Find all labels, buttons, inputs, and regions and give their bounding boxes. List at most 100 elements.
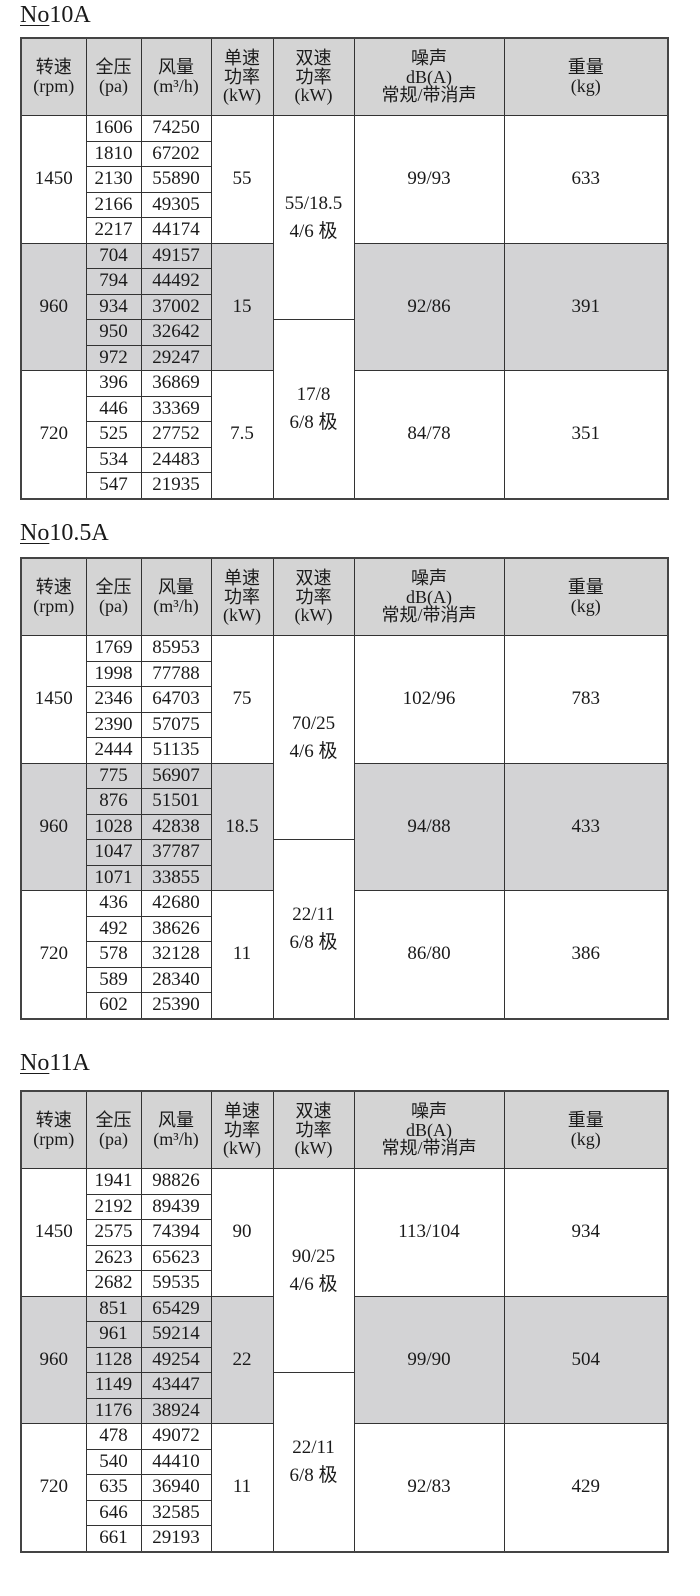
airflow-cell: 67202: [140, 140, 212, 167]
single-speed-power-cell: 7.5: [210, 370, 274, 499]
airflow-cell: 65623: [140, 1244, 212, 1271]
weight-cell: 429: [503, 1423, 669, 1552]
table-row: 950 32642 17/8 6/8 极: [21, 319, 668, 499]
table-row: 2130 55890: [21, 166, 668, 193]
single-speed-power-cell: 15: [210, 242, 274, 371]
single-speed-power-cell: 90: [210, 1168, 274, 1297]
table-title: No11A: [20, 1050, 90, 1077]
column-header: 单速 功率 (kW): [210, 37, 274, 116]
pressure-cell: 2217: [85, 217, 142, 244]
table-row: 961 59214: [21, 1321, 668, 1348]
airflow-cell: 98826: [140, 1168, 212, 1195]
dual-speed-power-cell: 22/11 6/8 极: [272, 839, 355, 1019]
column-header: 重量 (kg): [503, 37, 669, 116]
airflow-cell: 55890: [140, 166, 212, 193]
table-row: 1450 1606 74250 55 55/18.5 4/6 极 99/93 633: [20, 115, 669, 320]
pressure-cell: 492: [85, 915, 142, 942]
model-number-prefix: No: [20, 2, 50, 28]
column-header: 风量 (m³/h): [140, 557, 212, 636]
column-header: 全压 (pa): [85, 37, 142, 116]
pressure-cell: 2390: [85, 711, 142, 738]
speed-cell: 960: [20, 242, 87, 371]
pressure-cell: 2682: [85, 1270, 142, 1297]
column-header: 单速 功率 (kW): [210, 557, 274, 636]
table-row: 547 21935: [21, 472, 668, 499]
table-row: 1176 38924: [21, 1397, 668, 1424]
pressure-cell: 851: [85, 1295, 142, 1322]
pressure-cell: 934: [85, 293, 142, 320]
airflow-cell: 77788: [140, 660, 212, 687]
model-number-prefix: No: [20, 1050, 50, 1076]
table-row: 1047 37787 22/11 6/8 极: [21, 839, 668, 1019]
single-speed-power-cell: 75: [210, 635, 274, 764]
table-row: 2575 74394: [21, 1219, 668, 1246]
table-row: 720 396 36869 7.5 84/78 351: [20, 370, 669, 499]
table-row: 540 44410: [21, 1448, 668, 1475]
noise-cell: 94/88: [353, 762, 505, 891]
pressure-cell: 446: [85, 395, 142, 422]
weight-cell: 934: [503, 1168, 669, 1297]
pressure-cell: 961: [85, 1321, 142, 1348]
column-header: 转速 (rpm): [20, 557, 87, 636]
airflow-cell: 29247: [140, 344, 212, 371]
header-row: 转速 (rpm) 全压 (pa) 风量 (m³/h) 单速 功率 (kW) 双速 功率 …: [20, 37, 669, 116]
airflow-cell: 49305: [140, 191, 212, 218]
dual-speed-power-cell: 55/18.5 4/6 极: [272, 115, 355, 320]
column-header: 风量 (m³/h): [140, 1090, 212, 1169]
airflow-cell: 49157: [140, 242, 212, 269]
table-row: 2623 65623: [21, 1244, 668, 1271]
pressure-cell: 1071: [85, 864, 142, 891]
model-name: 10.5A: [49, 520, 109, 546]
pressure-cell: 396: [85, 370, 142, 397]
column-header: 转速 (rpm): [20, 1090, 87, 1169]
column-header: 转速 (rpm): [20, 37, 87, 116]
airflow-cell: 38626: [140, 915, 212, 942]
column-header: 噪声 dB(A) 常规/带消声: [353, 37, 505, 116]
speed-cell: 1450: [20, 115, 87, 244]
table-row: 1149 43447 22/11 6/8 极: [21, 1372, 668, 1552]
airflow-cell: 42838: [140, 813, 212, 840]
column-header: 重量 (kg): [503, 1090, 669, 1169]
pressure-cell: 972: [85, 344, 142, 371]
column-header: 风量 (m³/h): [140, 37, 212, 116]
airflow-cell: 65429: [140, 1295, 212, 1322]
single-speed-power-cell: 11: [210, 1423, 274, 1552]
airflow-cell: 74394: [140, 1219, 212, 1246]
airflow-cell: 24483: [140, 446, 212, 473]
table-row: 1450 1941 98826 90 90/25 4/6 极 113/104 934: [20, 1168, 669, 1373]
noise-cell: 99/93: [353, 115, 505, 244]
model-name: 10A: [49, 2, 91, 28]
pressure-cell: 1998: [85, 660, 142, 687]
pressure-cell: 2575: [85, 1219, 142, 1246]
airflow-cell: 49072: [140, 1423, 212, 1450]
airflow-cell: 51501: [140, 788, 212, 815]
airflow-cell: 44174: [140, 217, 212, 244]
pressure-cell: 1941: [85, 1168, 142, 1195]
pressure-cell: 1149: [85, 1372, 142, 1399]
speed-cell: 720: [20, 890, 87, 1019]
pressure-cell: 525: [85, 421, 142, 448]
column-header: 全压 (pa): [85, 557, 142, 636]
spec-table: 转速 (rpm) 全压 (pa) 风量 (m³/h) 单速 功率 (kW) 双速 功率 …: [20, 1090, 669, 1553]
airflow-cell: 57075: [140, 711, 212, 738]
airflow-cell: 37002: [140, 293, 212, 320]
table-row: 1998 77788: [21, 660, 668, 687]
airflow-cell: 44492: [140, 268, 212, 295]
pressure-cell: 1047: [85, 839, 142, 866]
pressure-cell: 1176: [85, 1397, 142, 1424]
dual-speed-power-cell: 22/11 6/8 极: [272, 1372, 355, 1552]
pressure-cell: 794: [85, 268, 142, 295]
table-row: 534 24483: [21, 446, 668, 473]
pressure-cell: 578: [85, 941, 142, 968]
speed-cell: 960: [20, 1295, 87, 1424]
noise-cell: 84/78: [353, 370, 505, 499]
weight-cell: 351: [503, 370, 669, 499]
dual-speed-power-cell: 90/25 4/6 极: [272, 1168, 355, 1373]
column-header: 噪声 dB(A) 常规/带消声: [353, 557, 505, 636]
weight-cell: 386: [503, 890, 669, 1019]
table-row: 2390 57075: [21, 711, 668, 738]
header-row: 转速 (rpm) 全压 (pa) 风量 (m³/h) 单速 功率 (kW) 双速 功率 …: [20, 557, 669, 636]
table-row: 492 38626: [21, 915, 668, 942]
pressure-cell: 2623: [85, 1244, 142, 1271]
table-row: 1450 1769 85953 75 70/25 4/6 极 102/96 783: [20, 635, 669, 840]
